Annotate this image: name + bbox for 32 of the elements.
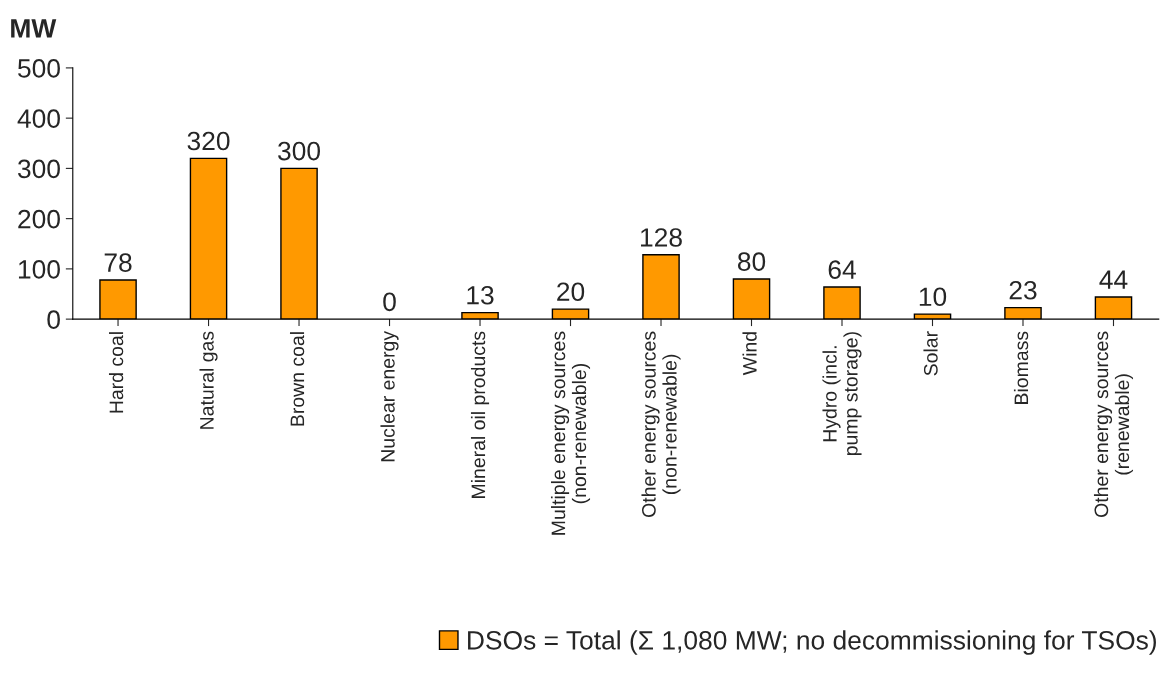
- data-label: 300: [278, 141, 321, 161]
- x-tick-label: Hard coal: [108, 332, 124, 413]
- data-label: 10: [919, 287, 947, 307]
- y-tick-label: 300: [17, 159, 60, 179]
- data-label: 44: [1099, 270, 1128, 289]
- x-tick-label: Nuclear energy: [380, 330, 399, 462]
- y-tick-label: 400: [17, 109, 60, 128]
- x-tick-label: Mineral oil products: [470, 331, 490, 498]
- y-tick-label: 100: [18, 260, 60, 279]
- data-label: 78: [104, 253, 132, 272]
- x-tick-label: Solar: [923, 331, 938, 376]
- data-label: 80: [737, 252, 766, 271]
- x-tick-label: Hydro (incl. pump storage): [822, 332, 862, 456]
- data-label: 64: [828, 260, 856, 279]
- y-tick-label: 0: [47, 310, 60, 329]
- x-tick-label: Other energy sources (non-renewable): [641, 331, 681, 517]
- x-tick-label: Multiple energy sources (non-renewable): [550, 331, 591, 535]
- legend-label: DSOs = Total (Σ 1,080 MW; no decommissioning for TSOs): [468, 630, 1156, 655]
- data-label: 0: [383, 292, 396, 312]
- data-label: 13: [467, 285, 494, 305]
- y-tick-label: 500: [18, 59, 60, 78]
- data-label: 128: [641, 228, 682, 247]
- x-tick-label: Other energy sources (renewable): [1093, 331, 1134, 517]
- x-tick-label: Wind: [742, 332, 757, 376]
- data-label: 20: [557, 282, 585, 302]
- y-tick-label: 200: [18, 209, 60, 229]
- x-tick-label: Natural gas: [199, 331, 218, 429]
- data-label: 320: [187, 131, 230, 151]
- x-tick-label: Brown coal: [289, 332, 305, 426]
- y-axis-title: MW: [11, 19, 57, 38]
- x-tick-label: Biomass: [1013, 331, 1029, 404]
- data-label: 23: [1009, 280, 1037, 300]
